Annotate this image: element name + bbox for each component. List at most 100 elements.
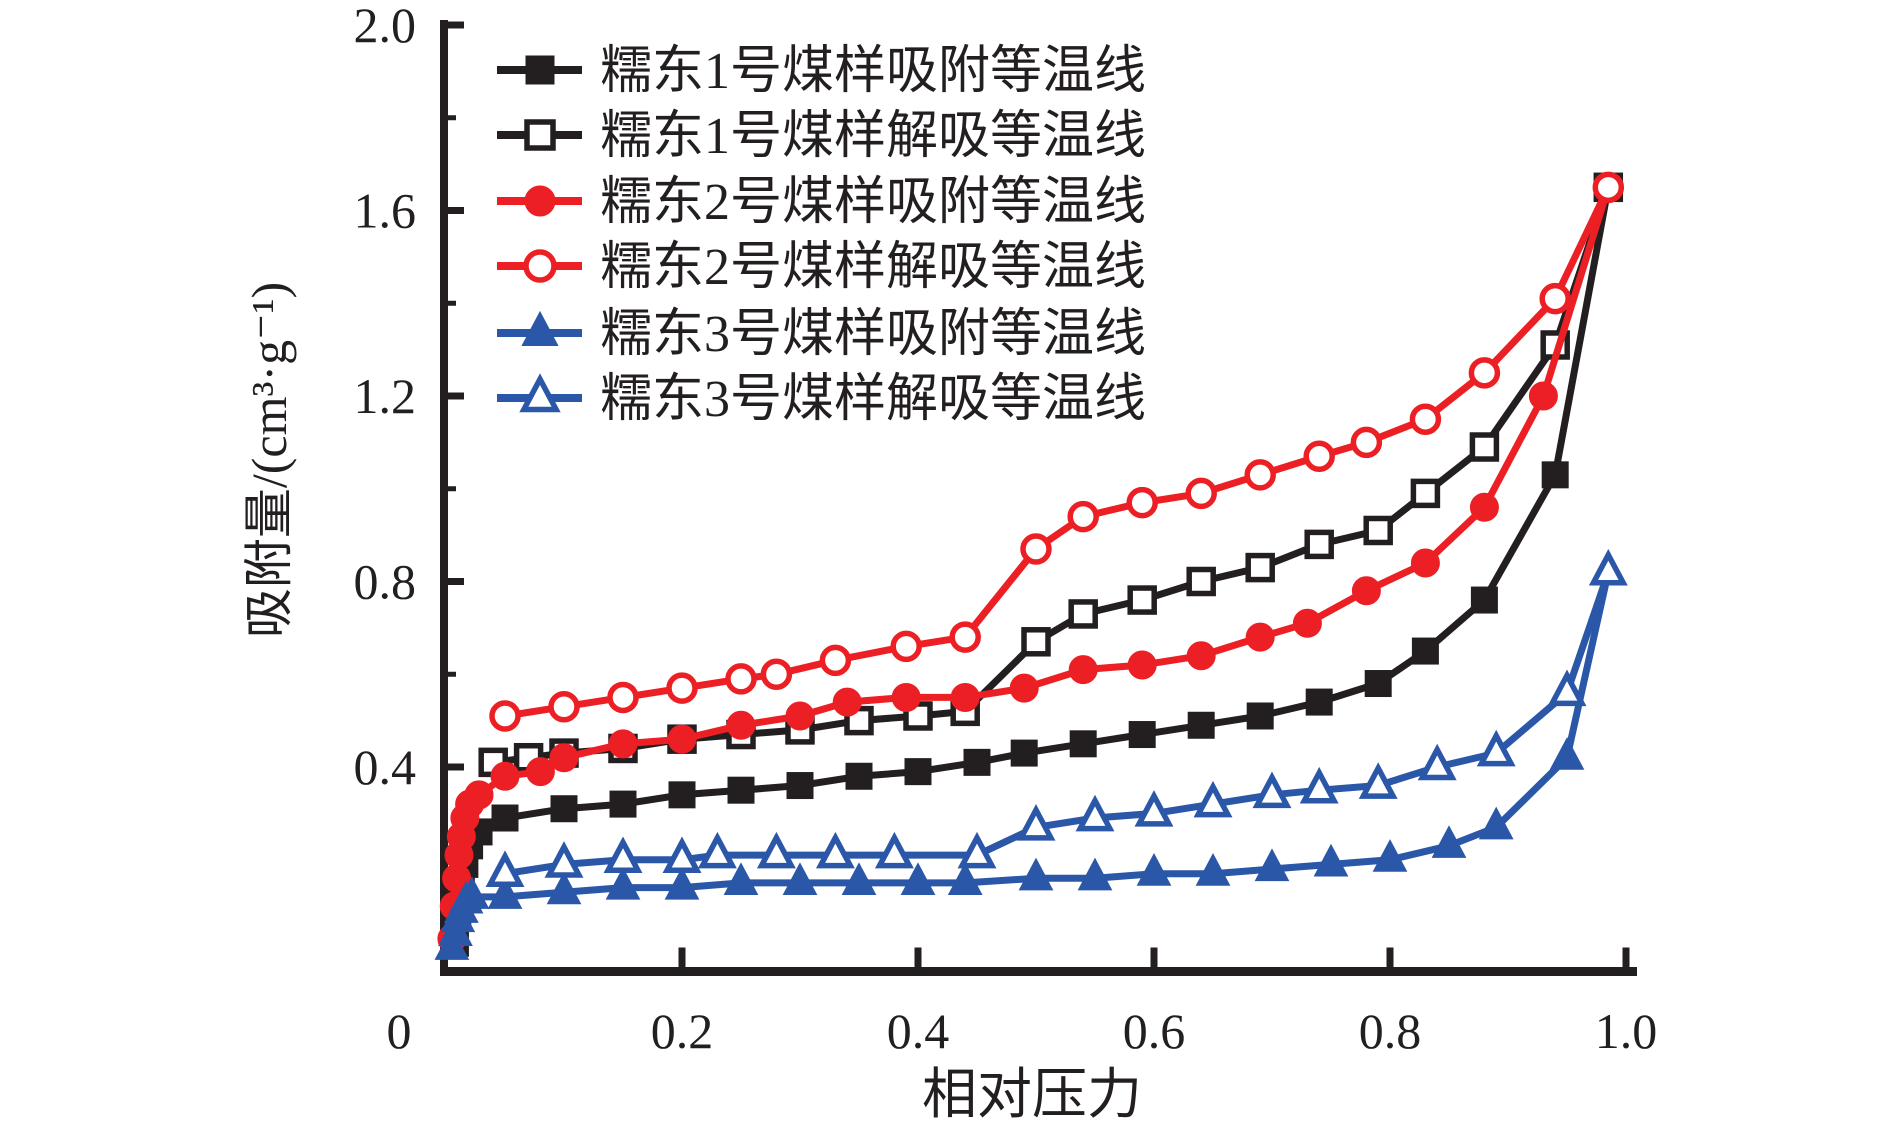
series-marker — [1409, 403, 1442, 435]
legend-item-noudong1-desorption: 糯东1号煤样解吸等温线 — [497, 108, 1146, 165]
series-marker — [1372, 839, 1408, 872]
series-marker — [1351, 576, 1381, 606]
series-marker — [1185, 477, 1217, 510]
series-marker — [1541, 461, 1569, 489]
series-marker — [1077, 857, 1113, 891]
series-marker — [786, 772, 814, 800]
series-marker — [1358, 762, 1398, 799]
series-marker — [947, 862, 983, 895]
series-marker — [546, 871, 582, 905]
series-marker — [1127, 585, 1157, 615]
legend-circle-open-icon — [523, 249, 557, 283]
series-noudong3-adsorption — [434, 551, 1626, 960]
series-marker — [725, 663, 757, 695]
series-marker — [608, 729, 638, 759]
series-marker — [723, 862, 759, 895]
series-marker — [1252, 771, 1292, 809]
series-marker — [491, 804, 519, 832]
series-marker — [1547, 669, 1587, 707]
series-marker — [1136, 853, 1172, 886]
series-marker — [726, 710, 756, 740]
series-marker — [1010, 739, 1038, 767]
series-marker — [782, 862, 818, 895]
series-marker — [1410, 548, 1440, 578]
series-marker — [525, 757, 555, 787]
y-tick-label: 0.4 — [354, 739, 417, 795]
legend-label: 糯东3号煤样吸附等温线 — [600, 306, 1146, 363]
series-marker — [550, 795, 578, 823]
series-marker — [487, 876, 523, 909]
series-marker — [1186, 641, 1216, 671]
series-marker — [1539, 282, 1571, 315]
series-marker — [1245, 552, 1275, 583]
series-marker — [1299, 766, 1339, 804]
x-tick-label: 0.6 — [1123, 1003, 1186, 1059]
legend-triangle-open-icon — [519, 373, 561, 413]
axes: 0 0.2 0.4 0.6 0.8 1.0 0.4 0.8 1.2 1.6 2.0 — [354, 0, 1658, 1059]
series-marker — [1187, 711, 1215, 739]
series-marker — [603, 836, 643, 874]
series-marker — [815, 831, 855, 869]
series-marker — [544, 841, 584, 878]
y-tick-label: 1.6 — [354, 183, 417, 239]
series-marker — [1069, 730, 1097, 758]
series-marker — [1469, 492, 1499, 522]
series-marker — [832, 687, 862, 717]
series-marker — [760, 658, 793, 690]
series-marker — [1549, 737, 1585, 770]
series-marker — [489, 700, 521, 732]
y-tick-label: 2.0 — [354, 0, 417, 53]
series-marker — [950, 682, 980, 712]
series-marker — [1016, 804, 1056, 841]
series-marker — [1075, 794, 1115, 832]
series-marker — [662, 836, 702, 874]
series-marker — [1020, 533, 1052, 565]
series-marker — [1468, 357, 1501, 389]
series-marker — [697, 831, 737, 869]
series-marker — [1350, 426, 1383, 459]
series-marker — [900, 862, 936, 895]
legend-item-noudong3-adsorption: 糯东3号煤样吸附等温线 — [497, 306, 1146, 363]
series-marker — [1313, 843, 1349, 877]
x-axis-title: 相对压力 — [922, 1064, 1142, 1125]
series-marker — [1588, 548, 1628, 586]
x-tick-label: 0.2 — [651, 1003, 714, 1059]
series-marker — [464, 780, 494, 810]
legend-square-open-icon — [524, 119, 556, 151]
x-tick-label: 1.0 — [1595, 1003, 1658, 1059]
series-marker — [1470, 586, 1498, 614]
series-marker — [1304, 529, 1334, 560]
series-marker — [841, 862, 877, 895]
legend-triangle-filled-icon — [521, 310, 559, 346]
series-marker — [1126, 486, 1158, 519]
series-marker — [1417, 743, 1457, 781]
series-marker — [819, 644, 852, 677]
series-marker — [1303, 440, 1335, 473]
series-marker — [963, 748, 991, 776]
series-marker — [1195, 853, 1231, 886]
series-marker — [1068, 599, 1098, 629]
series-marker — [756, 831, 796, 869]
series-marker — [1067, 500, 1099, 533]
series-marker — [1068, 655, 1098, 685]
series-marker — [1186, 566, 1216, 597]
series-marker — [605, 866, 641, 900]
series-marker — [1127, 650, 1157, 680]
data-series — [434, 171, 1628, 960]
series-marker — [1478, 806, 1514, 840]
legend-item-noudong2-desorption: 糯东2号煤样解吸等温线 — [497, 239, 1146, 296]
series-marker — [1021, 627, 1051, 657]
y-tick-label: 1.2 — [354, 368, 417, 424]
series-marker — [891, 682, 921, 712]
series-marker — [666, 672, 698, 704]
series-noudong2-desorption — [489, 171, 1625, 732]
series-marker — [1305, 688, 1333, 716]
legend-item-noudong3-desorption: 糯东3号煤样解吸等温线 — [497, 371, 1146, 428]
series-marker — [1134, 790, 1174, 827]
series-marker — [485, 850, 525, 887]
series-marker — [1364, 670, 1392, 698]
series-marker — [548, 690, 580, 723]
series-marker — [785, 701, 815, 731]
series-marker — [667, 724, 697, 754]
